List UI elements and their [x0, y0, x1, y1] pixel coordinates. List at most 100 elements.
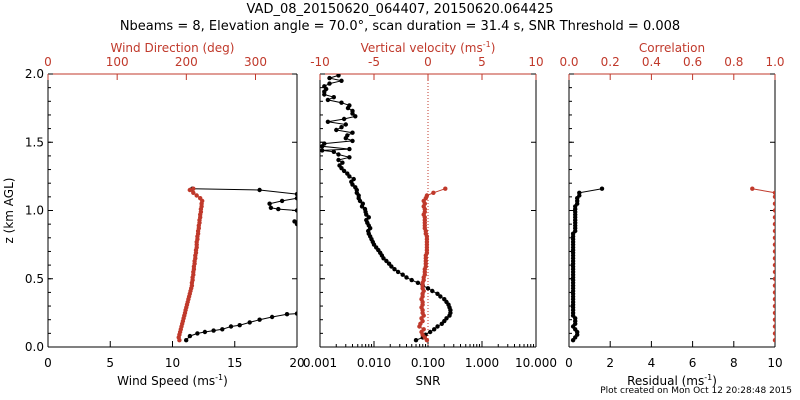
data-point	[772, 324, 775, 329]
data-point	[347, 103, 352, 108]
x-tick-label: 20	[289, 356, 304, 370]
data-point	[339, 100, 344, 105]
data-point	[772, 215, 775, 220]
x-tick-label: 0.010	[357, 356, 391, 370]
data-point	[351, 176, 356, 182]
top-axis-label: Vertical velocity (ms-1)	[361, 40, 496, 55]
data-point	[384, 258, 389, 264]
data-point	[435, 291, 440, 296]
data-point	[421, 327, 426, 332]
data-point	[772, 276, 775, 281]
x-tick-label: 10	[165, 356, 180, 370]
data-point	[336, 74, 341, 78]
data-point	[279, 198, 285, 204]
data-point	[413, 338, 419, 343]
data-point	[400, 272, 405, 277]
data-point	[772, 208, 775, 213]
y-tick-label: 0.0	[25, 340, 44, 354]
data-point	[340, 160, 345, 165]
data-point	[220, 327, 225, 332]
data-point	[428, 329, 433, 335]
data-point	[237, 323, 242, 328]
plot-footnote: Plot created on Mon Oct 12 20:28:48 2015	[600, 386, 792, 396]
data-point	[345, 171, 350, 176]
data-point	[325, 119, 331, 125]
data-point	[336, 152, 341, 157]
x-tick-label: 15	[227, 356, 242, 370]
x-tick-label: 5	[106, 356, 114, 370]
data-point	[327, 75, 332, 81]
data-point	[772, 249, 775, 254]
data-point	[284, 312, 290, 317]
top-tick-label: 5	[478, 55, 486, 69]
data-point	[409, 277, 414, 283]
data-point	[360, 201, 365, 206]
y-axis-label: z (km AGL)	[2, 178, 16, 244]
y-tick-label: 2.0	[25, 67, 44, 81]
data-point	[772, 201, 775, 206]
top-tick-label: 0.6	[683, 55, 702, 69]
data-point	[772, 235, 775, 240]
data-point	[325, 97, 331, 103]
y-tick-label: 1.5	[25, 135, 44, 149]
data-point	[772, 310, 775, 316]
top-tick-label: 200	[175, 55, 198, 69]
data-point	[350, 108, 355, 114]
data-point	[772, 190, 775, 195]
data-point	[772, 228, 775, 234]
top-tick-label: 100	[106, 55, 129, 69]
series-red	[750, 186, 775, 343]
x-tick-label: 1.000	[465, 356, 499, 370]
top-tick-label: 0.2	[601, 55, 620, 69]
data-point	[431, 190, 436, 195]
series-black	[320, 74, 453, 343]
data-point	[341, 116, 347, 122]
data-point	[331, 149, 336, 154]
data-point	[772, 256, 775, 261]
data-point	[425, 286, 431, 291]
y-tick-label: 1.0	[25, 204, 44, 218]
top-tick-label: 0	[44, 55, 52, 69]
data-point	[435, 324, 440, 329]
chart-title: VAD_08_20150620_064407, 20150620.064425	[246, 2, 554, 17]
series-line	[321, 74, 451, 341]
x-tick-label: 10	[767, 356, 782, 370]
data-point	[362, 206, 368, 212]
data-point	[334, 127, 339, 133]
top-tick-label: 0	[424, 55, 432, 69]
data-point	[228, 324, 234, 329]
top-tick-label: 10	[528, 55, 543, 69]
series-black	[190, 186, 297, 197]
data-point	[331, 95, 336, 100]
series-line	[185, 313, 297, 341]
data-point	[772, 283, 775, 288]
data-point	[415, 280, 421, 285]
data-point	[347, 146, 352, 152]
y-tick-label: 0.5	[25, 272, 44, 286]
data-point	[294, 208, 297, 213]
top-axis-label: Correlation	[639, 41, 705, 55]
data-point	[191, 190, 196, 195]
data-point	[364, 217, 369, 223]
x-tick-label: 0	[565, 356, 573, 370]
data-point	[257, 187, 262, 193]
data-point	[294, 311, 297, 316]
data-point	[339, 125, 344, 130]
top-axis-label: Wind Direction (deg)	[111, 41, 235, 55]
data-point	[442, 297, 447, 302]
data-point	[772, 269, 775, 275]
top-tick-label: 0.8	[724, 55, 743, 69]
x-tick-label: 10.000	[515, 356, 557, 370]
data-point	[320, 148, 325, 153]
data-point	[353, 114, 358, 119]
data-point	[772, 331, 775, 336]
series-black	[570, 186, 605, 343]
data-point	[347, 155, 352, 160]
data-point	[322, 141, 327, 146]
data-point	[294, 196, 297, 201]
data-point	[430, 288, 435, 294]
data-point	[772, 194, 775, 199]
data-point	[187, 187, 192, 193]
data-point	[353, 185, 358, 190]
data-point	[350, 130, 355, 135]
